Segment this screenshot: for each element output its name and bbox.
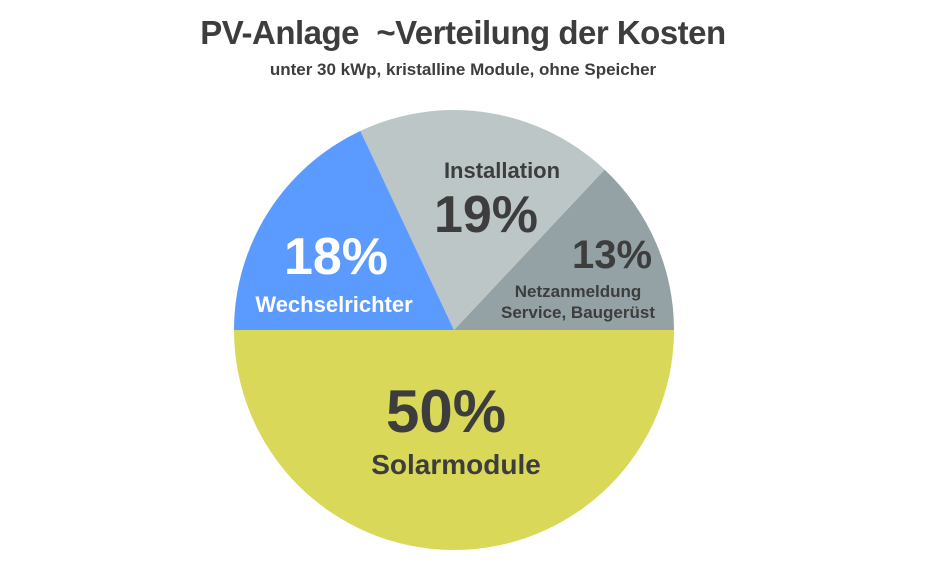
pie-slice-installation — [360, 110, 605, 330]
slice-label-solarmodule: Solarmodule — [371, 449, 541, 480]
chart-subtitle: unter 30 kWp, kristalline Module, ohne S… — [269, 60, 657, 79]
slice-value-installation: 19% — [434, 186, 538, 244]
chart-title: PV-Anlage ~Verteilung der Kosten — [200, 14, 726, 51]
pie-labels: 13% Netzanmeldung Service, Baugerüst 19% Ins… — [255, 158, 655, 480]
slice-label-wechselrichter: Wechselrichter — [255, 292, 413, 317]
slice-label-service-baugerüst: Service, Baugerüst — [501, 303, 655, 322]
pie-slices — [234, 110, 674, 550]
slice-value-wechselrichter: 18% — [284, 228, 388, 286]
slice-value-solarmodule: 50% — [386, 378, 506, 445]
slice-value-netzanmeldung: 13% — [572, 233, 652, 277]
pie-slice-netzanmeldung — [454, 169, 674, 330]
pie-slice-wechselrichter — [234, 130, 454, 330]
slice-label-installation: Installation — [444, 158, 560, 183]
pie-slice-solarmodule — [234, 330, 674, 550]
slice-label-netzanmeldung: Netzanmeldung — [515, 282, 642, 301]
